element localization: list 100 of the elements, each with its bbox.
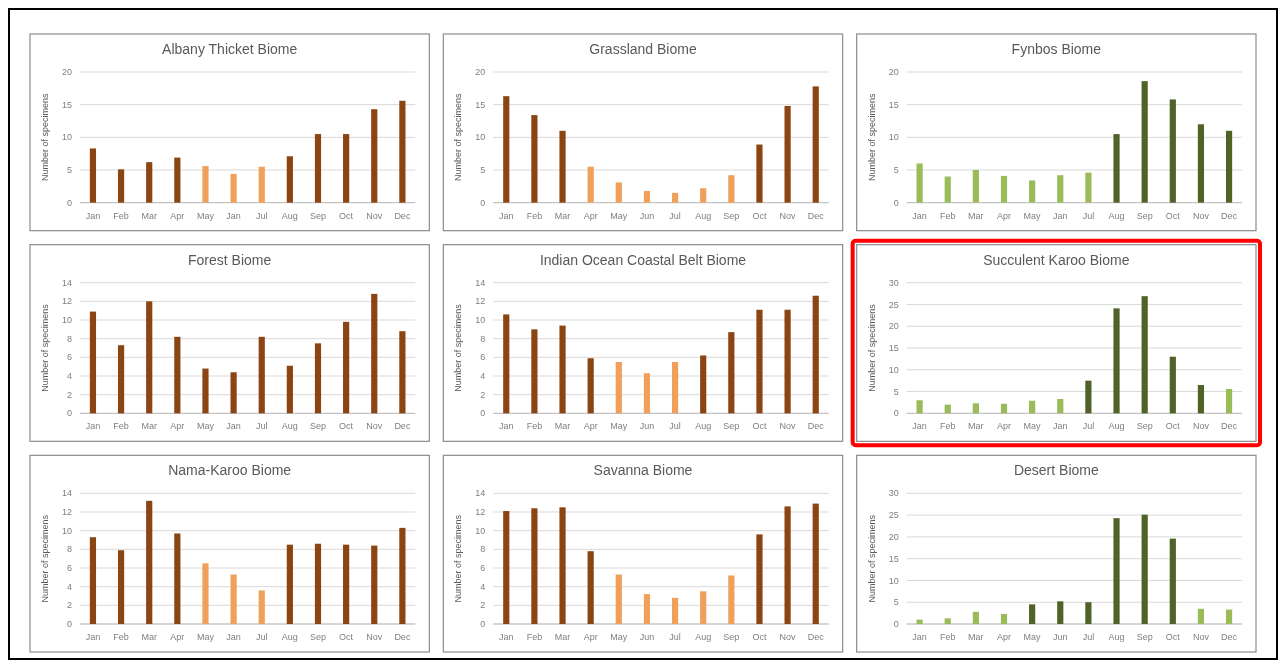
- bar: [117, 169, 125, 203]
- x-tick-label: Oct: [752, 210, 767, 221]
- x-tick-label: Apr: [997, 421, 1012, 432]
- x-tick-label: Jan: [85, 421, 101, 432]
- bar: [230, 574, 237, 624]
- x-tick-label: Jan: [912, 421, 927, 432]
- y-tick-label: 6: [66, 563, 72, 574]
- x-tick-label: May: [196, 632, 215, 642]
- bar: [587, 166, 594, 203]
- bar: [1169, 538, 1176, 624]
- x-tick-label: Mar: [141, 210, 157, 221]
- bar: [728, 332, 735, 414]
- x-tick-label: Feb: [526, 421, 543, 432]
- x-tick-label: Mar: [968, 632, 984, 642]
- x-tick-label: Jan: [85, 210, 101, 221]
- bar: [531, 115, 538, 203]
- x-tick-label: Sep: [723, 421, 740, 432]
- bar: [1113, 308, 1120, 414]
- x-tick-label: Apr: [170, 421, 185, 432]
- x-tick-label: Nov: [366, 421, 383, 432]
- x-tick-label: Nov: [1192, 210, 1210, 221]
- x-tick-label: Feb: [113, 210, 129, 221]
- chart-title: Indian Ocean Coastal Belt Biome: [539, 251, 747, 268]
- bar: [972, 403, 979, 414]
- x-tick-label: Apr: [170, 210, 185, 221]
- y-tick-label: 0: [893, 408, 899, 419]
- y-tick-label: 0: [480, 197, 486, 208]
- x-tick-label: Jan: [912, 210, 927, 221]
- x-tick-label: Mar: [141, 421, 157, 432]
- bar: [559, 130, 566, 203]
- bar: [1197, 124, 1205, 203]
- chart-title: Nama-Karoo Biome: [168, 462, 292, 479]
- bar: [1113, 518, 1120, 624]
- x-tick-label: Aug: [695, 632, 712, 642]
- bar: [371, 293, 378, 414]
- y-tick-label: 15: [888, 343, 899, 354]
- x-tick-label: Oct: [752, 421, 767, 432]
- y-tick-label: 15: [888, 99, 899, 110]
- y-tick-label: 6: [66, 352, 72, 363]
- bar: [146, 500, 153, 624]
- bar: [728, 175, 735, 203]
- bar: [117, 550, 125, 624]
- x-tick-label: Nov: [1192, 632, 1210, 642]
- x-tick-label: Oct: [339, 210, 354, 221]
- bar: [1000, 613, 1008, 624]
- bar: [202, 563, 209, 624]
- bar: [756, 534, 763, 624]
- x-tick-label: Aug: [695, 421, 712, 432]
- x-tick-label: Jan: [226, 421, 241, 432]
- y-tick-label: 6: [480, 563, 486, 574]
- bar: [503, 96, 510, 203]
- x-tick-label: Nov: [1192, 421, 1210, 432]
- y-tick-label: 10: [888, 132, 899, 143]
- chart-title: Albany Thicket Biome: [162, 41, 298, 57]
- bar: [117, 345, 125, 414]
- bar: [559, 325, 566, 414]
- x-tick-label: Nov: [366, 632, 383, 642]
- bar: [756, 144, 763, 203]
- y-tick-label: 12: [475, 296, 486, 307]
- y-tick-label: 2: [480, 389, 486, 400]
- bar: [230, 372, 237, 414]
- x-tick-label: Jul: [255, 632, 268, 642]
- x-tick-label: Jul: [255, 210, 268, 221]
- x-tick-label: Sep: [309, 421, 326, 432]
- y-tick-label: 0: [66, 408, 72, 419]
- y-tick-label: 15: [61, 99, 72, 110]
- x-tick-label: Aug: [1108, 210, 1125, 221]
- bar: [1141, 296, 1148, 414]
- y-tick-label: 5: [66, 165, 72, 176]
- bar: [1057, 601, 1064, 624]
- bar: [1225, 388, 1233, 414]
- bar: [972, 170, 979, 203]
- chart-title: Savanna Biome: [593, 462, 693, 479]
- bar: [174, 533, 181, 624]
- bar: [1141, 81, 1148, 203]
- x-tick-label: Aug: [695, 210, 712, 221]
- y-tick-label: 10: [61, 525, 72, 536]
- bar: [1057, 175, 1064, 203]
- y-tick-label: 12: [61, 296, 72, 307]
- x-tick-label: Nov: [366, 210, 383, 221]
- bar: [202, 368, 209, 414]
- bar: [258, 590, 265, 624]
- y-tick-label: 20: [475, 67, 486, 78]
- y-tick-label: 0: [66, 197, 72, 208]
- x-tick-label: Mar: [968, 421, 984, 432]
- bar: [1029, 604, 1036, 624]
- bar: [286, 156, 293, 203]
- bar: [559, 507, 566, 624]
- y-tick-label: 10: [61, 132, 72, 143]
- y-axis-title: Number of specimens: [40, 514, 50, 603]
- x-tick-label: May: [1023, 421, 1042, 432]
- bar: [174, 157, 181, 203]
- bar: [531, 329, 538, 414]
- y-axis-title: Number of specimens: [866, 93, 877, 182]
- y-tick-label: 30: [888, 277, 899, 288]
- x-tick-label: Aug: [281, 210, 298, 221]
- x-tick-label: Dec: [394, 632, 411, 642]
- bar: [1113, 134, 1120, 203]
- x-tick-label: Jul: [1082, 632, 1095, 642]
- x-tick-label: Aug: [1108, 632, 1125, 642]
